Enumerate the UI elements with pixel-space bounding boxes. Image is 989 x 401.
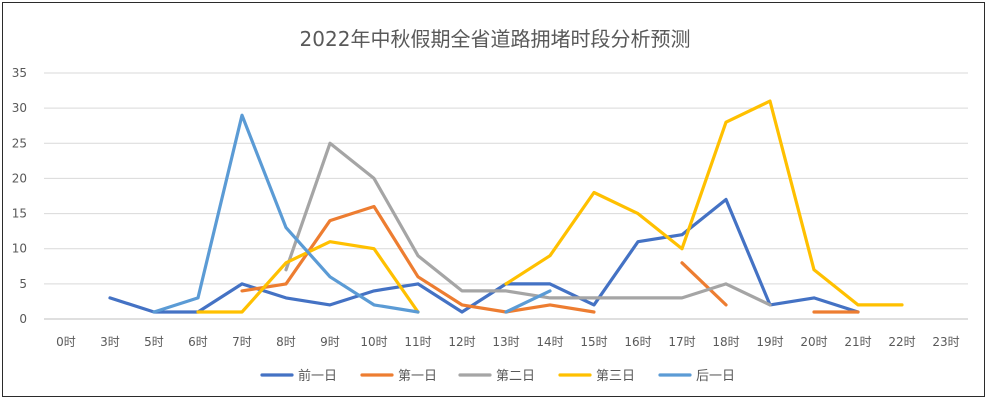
x-tick-label: 0时 bbox=[56, 335, 76, 349]
series-3 bbox=[284, 141, 772, 307]
x-tick-label: 10时 bbox=[360, 335, 387, 349]
x-tick-label: 5时 bbox=[144, 335, 164, 349]
x-tick-label: 8时 bbox=[276, 335, 296, 349]
legend-label: 前一日 bbox=[298, 368, 337, 384]
line-chart: 2022年中秋假期全省道路拥堵时段分析预测 0 5 10 15 20 25 30 35 0时 3… bbox=[12, 27, 968, 384]
x-tick-label: 15时 bbox=[580, 335, 607, 349]
legend-label: 第三日 bbox=[596, 369, 635, 384]
y-tick-label: 20 bbox=[12, 171, 27, 185]
x-tick-label: 14时 bbox=[536, 335, 563, 349]
x-tick-label: 12时 bbox=[448, 335, 475, 349]
series-line bbox=[240, 204, 596, 314]
x-tick-label: 20时 bbox=[800, 335, 827, 349]
x-tick-label: 13时 bbox=[492, 335, 519, 349]
x-tick-label: 3时 bbox=[100, 335, 120, 349]
y-tick-label: 5 bbox=[19, 277, 27, 291]
series-5 bbox=[152, 113, 552, 314]
x-tick-label: 21时 bbox=[844, 335, 871, 349]
series-2 bbox=[240, 204, 860, 314]
x-tick-label: 17时 bbox=[668, 335, 695, 349]
gridlines bbox=[44, 72, 968, 320]
series-line bbox=[680, 261, 728, 307]
series-line bbox=[152, 113, 420, 314]
y-tick-label: 30 bbox=[12, 101, 27, 115]
x-tick-label: 18时 bbox=[712, 335, 739, 349]
x-tick-label: 11时 bbox=[404, 335, 431, 349]
chart-frame: 2022年中秋假期全省道路拥堵时段分析预测 0 5 10 15 20 25 30 35 0时 3… bbox=[2, 2, 985, 397]
series-line bbox=[504, 289, 552, 314]
x-tick-label: 19时 bbox=[756, 335, 783, 349]
legend: 前一日 第一日 第二日 第三日 后一日 bbox=[260, 368, 735, 384]
x-tick-label: 7时 bbox=[232, 335, 252, 349]
y-tick-label: 0 bbox=[19, 312, 27, 326]
x-tick-label: 23时 bbox=[932, 335, 959, 349]
y-tick-label: 35 bbox=[12, 66, 27, 80]
series-4 bbox=[196, 99, 904, 314]
legend-label: 后一日 bbox=[696, 369, 735, 384]
series-line bbox=[504, 99, 904, 307]
x-tick-label: 22时 bbox=[888, 335, 915, 349]
x-tick-label: 16时 bbox=[624, 335, 651, 349]
y-tick-label: 10 bbox=[12, 242, 27, 256]
y-tick-label: 15 bbox=[12, 207, 27, 221]
chart-title: 2022年中秋假期全省道路拥堵时段分析预测 bbox=[300, 27, 691, 51]
series-line bbox=[108, 197, 860, 314]
series-line bbox=[284, 141, 772, 307]
legend-label: 第一日 bbox=[398, 369, 437, 384]
series-lines bbox=[108, 99, 904, 314]
x-tick-label: 6时 bbox=[188, 335, 208, 349]
y-axis-ticks: 0 5 10 15 20 25 30 35 bbox=[12, 66, 27, 326]
x-tick-label: 9时 bbox=[320, 335, 340, 349]
x-axis-ticks: 0时 3时 5时 6时 7时 8时 9时 10时 11时 12时 13时 14时 15时 16时 17时 18… bbox=[56, 335, 959, 349]
series-1 bbox=[108, 197, 860, 314]
legend-label: 第二日 bbox=[496, 369, 535, 384]
y-tick-label: 25 bbox=[12, 136, 27, 150]
